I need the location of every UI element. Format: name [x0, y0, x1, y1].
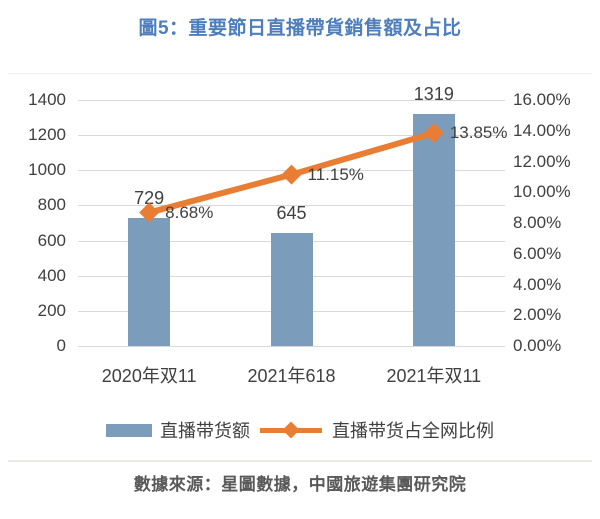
left-axis-tick: 200 — [37, 300, 66, 320]
category-label: 2021年618 — [247, 366, 336, 386]
left-axis-tick: 0 — [56, 336, 66, 355]
gridline — [78, 346, 505, 347]
right-axis-tick: 6.00% — [513, 243, 562, 263]
bar-2020年双11 — [128, 217, 171, 346]
line-value-label: 13.85% — [449, 123, 508, 143]
left-axis-tick: 1000 — [28, 160, 66, 180]
line-value-label: 11.15% — [307, 164, 364, 184]
left-axis-tick: 1200 — [28, 125, 66, 145]
gridline — [78, 100, 505, 101]
right-axis-tick: 4.00% — [513, 274, 562, 294]
right-axis-tick: 0.00% — [513, 336, 562, 355]
left-axis-tick: 1400 — [28, 90, 66, 109]
legend-diamond-marker-icon — [282, 421, 300, 439]
legend-line-label: 直播带货占全网比例 — [332, 421, 494, 441]
bar-value-label: 645 — [276, 202, 307, 223]
legend-bar-label: 直播带货额 — [160, 421, 250, 441]
bar-2021年双11 — [412, 114, 455, 346]
left-axis-tick: 600 — [37, 230, 66, 250]
right-axis-tick: 12.00% — [513, 151, 571, 171]
source-note: 數據來源：星圖數據，中國旅遊集團研究院 — [133, 475, 467, 494]
right-axis-tick: 16.00% — [513, 90, 571, 109]
figure-title: 圖5：重要節日直播帶貨銷售額及占比 — [138, 18, 462, 39]
line-marker-diamond-icon — [281, 164, 302, 185]
category-label: 2020年双11 — [101, 366, 197, 386]
chart-legend: 直播带货额 直播带货占全网比例 — [8, 417, 592, 443]
chart-area: 直播带货额 直播带货占全网比例 1400 1200 1000 800 600 400 200… — [8, 73, 592, 462]
line-value-label: 8.68% — [165, 202, 214, 222]
right-axis-tick: 10.00% — [513, 182, 571, 202]
bar-value-label: 1319 — [413, 84, 454, 105]
right-axis-tick: 2.00% — [513, 305, 562, 325]
legend-line-swatch — [260, 421, 322, 439]
bar-2021年618 — [270, 232, 313, 346]
right-axis-tick: 8.00% — [513, 213, 562, 232]
left-axis-tick: 800 — [37, 195, 66, 215]
category-label: 2021年双11 — [386, 366, 482, 386]
left-axis-tick: 400 — [37, 265, 66, 285]
right-axis-tick: 14.00% — [513, 120, 571, 140]
legend-bar-swatch — [106, 423, 152, 437]
